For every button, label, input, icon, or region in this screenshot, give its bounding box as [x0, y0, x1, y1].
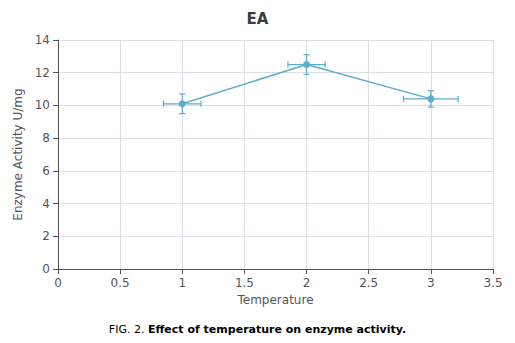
svg-text:3.5: 3.5	[483, 276, 502, 290]
svg-text:3: 3	[427, 276, 435, 290]
svg-text:14: 14	[35, 33, 50, 47]
svg-text:FIG. 2.: FIG. 2.	[109, 323, 145, 336]
svg-text:Enzyme Activity U/mg: Enzyme Activity U/mg	[11, 88, 25, 220]
svg-text:2: 2	[303, 276, 311, 290]
svg-text:1.5: 1.5	[235, 276, 254, 290]
svg-text:0: 0	[54, 276, 62, 290]
svg-text:EA: EA	[247, 10, 269, 28]
svg-text:Effect of temperature on enzym: Effect of temperature on enzyme activity…	[148, 323, 406, 336]
svg-text:6: 6	[42, 164, 50, 178]
svg-text:0.5: 0.5	[111, 276, 130, 290]
svg-text:8: 8	[42, 131, 50, 145]
svg-text:10: 10	[35, 98, 50, 112]
svg-text:Temperature: Temperature	[236, 293, 313, 307]
svg-text:2.5: 2.5	[359, 276, 378, 290]
svg-text:4: 4	[42, 197, 50, 211]
svg-text:12: 12	[35, 66, 50, 80]
svg-text:2: 2	[42, 229, 50, 243]
svg-text:0: 0	[42, 262, 50, 276]
svg-text:1: 1	[178, 276, 186, 290]
